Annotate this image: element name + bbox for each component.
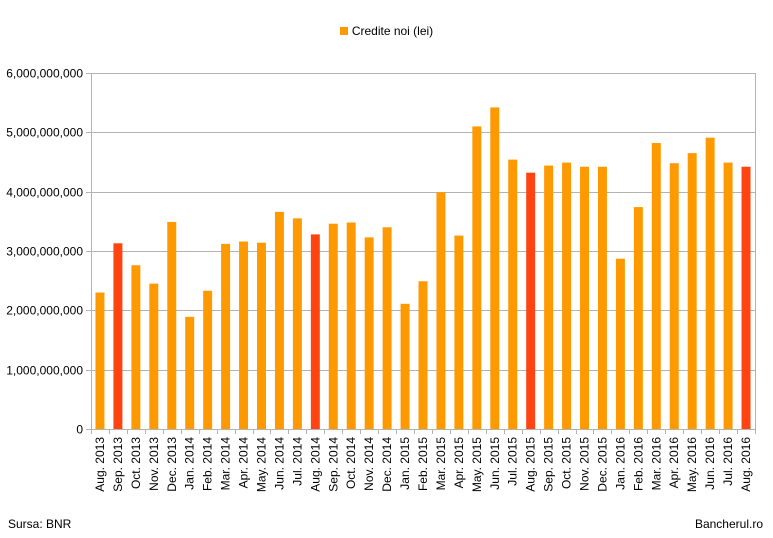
x-tick-label: May. 2014 [254, 437, 268, 492]
x-tick-label: Mar. 2016 [649, 437, 663, 491]
bar [95, 292, 105, 429]
bar [454, 235, 464, 429]
bar [292, 218, 302, 429]
bar [436, 192, 446, 429]
bar [633, 207, 643, 429]
x-tick-label: Feb. 2014 [201, 437, 215, 491]
bar [723, 162, 733, 430]
bar [382, 227, 392, 429]
bar [274, 211, 284, 429]
bar [221, 243, 231, 429]
x-tick-label: Apr. 2016 [667, 437, 681, 489]
bar [131, 265, 141, 429]
x-tick-label: Jun. 2014 [272, 437, 286, 490]
bar [328, 223, 338, 429]
bar [580, 166, 589, 429]
x-tick-label: May. 2015 [470, 437, 484, 492]
x-tick-label: Mar. 2015 [434, 437, 448, 491]
x-tick-label: Jul. 2015 [506, 437, 520, 486]
bar [203, 290, 213, 429]
y-tick-label: 4,000,000,000 [6, 186, 83, 200]
x-tick-label: Jan. 2016 [613, 437, 627, 490]
x-tick-label: Nov. 2014 [362, 437, 376, 491]
x-tick-label: Jun. 2015 [488, 437, 502, 490]
x-tick-label: Apr. 2015 [452, 437, 466, 489]
bar [544, 165, 554, 429]
x-tick-label: Sep. 2015 [542, 437, 556, 492]
x-tick-label: Jan. 2014 [183, 437, 197, 490]
bar [526, 172, 536, 429]
x-tick-label: Sep. 2014 [326, 437, 340, 492]
bar [490, 107, 500, 429]
x-tick-label: Oct. 2014 [344, 437, 358, 489]
y-tick-label: 1,000,000,000 [6, 364, 83, 378]
bar [472, 126, 482, 430]
bar [346, 222, 356, 429]
x-tick-label: Aug. 2013 [93, 437, 107, 492]
legend-label: Credite noi (lei) [351, 24, 434, 38]
bar [508, 159, 518, 430]
x-tick-label: Jan. 2015 [398, 437, 412, 490]
bar [705, 137, 715, 429]
bar [239, 241, 249, 429]
bar [651, 143, 661, 429]
legend-swatch [339, 27, 348, 35]
x-tick-label: Jul. 2016 [721, 437, 735, 486]
bar [149, 283, 159, 429]
bar [615, 258, 625, 429]
x-tick-label: Aug. 2016 [739, 437, 753, 492]
bar [418, 281, 428, 429]
chart-legend: Credite noi (lei) [0, 24, 773, 38]
brand-label: Bancherul.ro [694, 517, 763, 531]
y-tick-label: 2,000,000,000 [6, 304, 83, 318]
source-note: Sursa: BNR [8, 517, 72, 531]
bar [257, 242, 266, 429]
bar [185, 316, 195, 429]
x-tick-label: Sep. 2013 [111, 437, 125, 492]
x-tick-label: Oct. 2013 [129, 437, 143, 489]
x-tick-label: Oct. 2015 [560, 437, 574, 489]
x-tick-label: Nov. 2015 [578, 437, 592, 491]
x-tick-label: Nov. 2013 [147, 437, 161, 491]
x-tick-label: Dec. 2015 [595, 437, 609, 492]
bar [669, 163, 679, 430]
bar [364, 237, 374, 429]
bar [167, 221, 177, 429]
x-tick-label: Aug. 2014 [308, 437, 322, 492]
x-tick-label: Dec. 2013 [165, 437, 179, 492]
y-tick-label: 0 [76, 423, 83, 437]
bar [400, 303, 410, 429]
x-tick-label: Apr. 2014 [237, 437, 251, 489]
y-tick-label: 6,000,000,000 [6, 67, 83, 81]
x-tick-label: Dec. 2014 [380, 437, 394, 492]
y-tick-label: 5,000,000,000 [6, 126, 83, 140]
bar [310, 234, 320, 429]
x-tick-label: Aug. 2015 [524, 437, 538, 492]
x-tick-label: Jul. 2014 [290, 437, 304, 486]
bar [562, 162, 572, 430]
bar [741, 166, 751, 429]
x-tick-label: Feb. 2016 [631, 437, 645, 491]
y-tick-label: 3,000,000,000 [6, 245, 83, 259]
x-tick-label: May. 2016 [685, 437, 699, 492]
bar [113, 243, 123, 429]
x-tick-label: Jun. 2016 [703, 437, 717, 490]
bar [597, 166, 607, 429]
x-tick-label: Mar. 2014 [219, 437, 233, 491]
x-tick-label: Feb. 2015 [416, 437, 430, 491]
bar [687, 153, 697, 429]
